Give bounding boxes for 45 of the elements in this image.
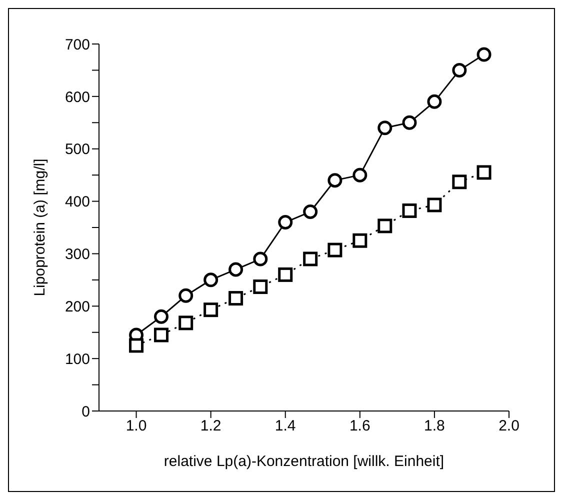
y-tick-label: 400 [64, 194, 90, 211]
x-tick-label: 1.8 [424, 418, 445, 435]
point [476, 47, 492, 62]
point [303, 204, 318, 220]
point [204, 272, 218, 288]
point [452, 62, 467, 78]
point [154, 328, 168, 342]
x-axis-title: relative Lp(a)-Konzentration [willk. Einheit] [164, 453, 444, 470]
point [228, 262, 244, 277]
x-tick-label: 2.0 [498, 418, 520, 435]
point [378, 218, 392, 234]
point [476, 165, 492, 180]
x-tick-label: 1.4 [274, 418, 296, 435]
y-tick-label: 300 [64, 246, 90, 264]
point [427, 198, 442, 212]
point [253, 252, 268, 266]
point [402, 115, 417, 130]
point [303, 252, 318, 266]
point [129, 338, 144, 353]
x-tick-label: 1.6 [349, 418, 370, 435]
point [228, 291, 244, 306]
point [278, 267, 293, 282]
x-tick-label: 1.2 [200, 418, 222, 435]
point [278, 215, 293, 230]
y-axis-title: Lipoprotein (a) [mg/l] [31, 158, 48, 296]
point [378, 120, 392, 136]
point [154, 309, 168, 324]
point [402, 203, 417, 218]
y-tick-label: 100 [64, 350, 90, 368]
point [178, 288, 194, 303]
point [328, 242, 342, 258]
y-tick-label: 0 [82, 403, 90, 420]
y-tick-label: 600 [64, 88, 90, 106]
point [204, 302, 218, 318]
point [352, 168, 368, 182]
x-tick-label: 1.0 [126, 418, 147, 435]
point [452, 174, 467, 190]
y-tick-label: 500 [64, 141, 90, 158]
point [178, 316, 194, 330]
y-tick-label: 700 [64, 36, 90, 54]
point [427, 94, 442, 109]
point [328, 173, 342, 188]
point [352, 233, 368, 248]
point [253, 279, 268, 294]
y-tick-label: 200 [64, 298, 90, 316]
